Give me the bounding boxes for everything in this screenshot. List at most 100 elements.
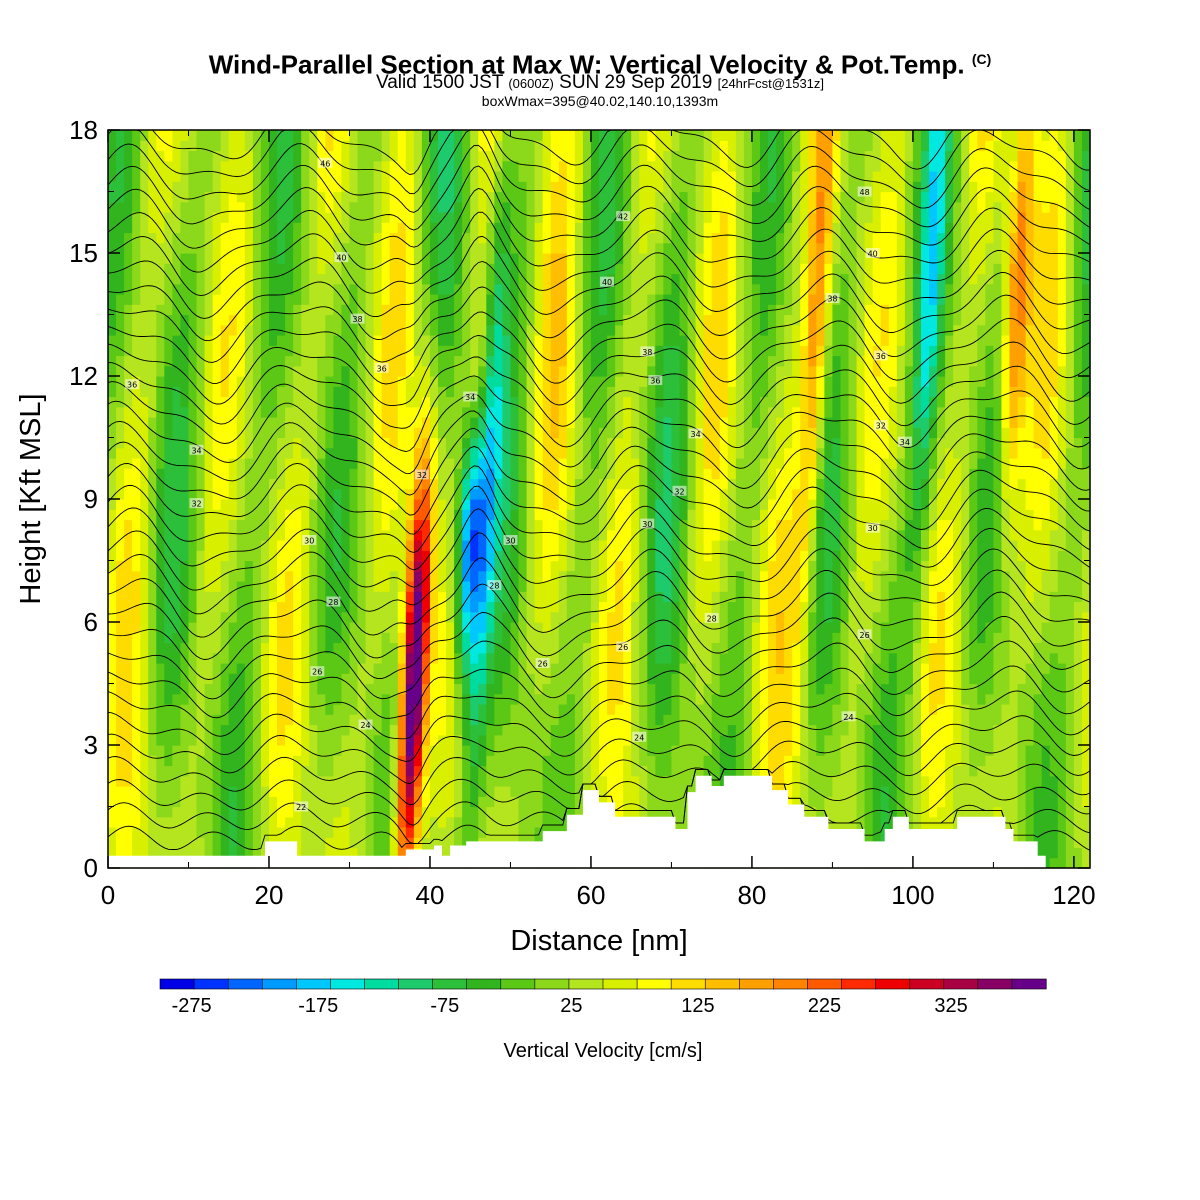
velocity-cell xyxy=(494,611,504,623)
velocity-cell xyxy=(647,232,656,244)
velocity-cell xyxy=(116,181,125,193)
velocity-cell xyxy=(599,447,608,459)
velocity-cell xyxy=(244,724,254,736)
velocity-cell xyxy=(421,519,431,531)
velocity-cell xyxy=(148,478,157,490)
velocity-cell xyxy=(510,365,520,377)
velocity-cell xyxy=(446,171,455,182)
velocity-cell xyxy=(639,171,648,182)
velocity-cell xyxy=(486,150,495,162)
velocity-cell xyxy=(438,447,447,459)
velocity-cell xyxy=(421,201,431,213)
velocity-cell xyxy=(325,417,334,428)
velocity-cell xyxy=(502,458,512,469)
velocity-cell xyxy=(293,529,302,541)
velocity-cell xyxy=(268,745,278,756)
velocity-cell xyxy=(293,591,302,603)
velocity-cell xyxy=(341,611,351,623)
velocity-cell xyxy=(558,560,568,572)
velocity-cell xyxy=(341,652,351,664)
velocity-cell xyxy=(260,294,270,305)
velocity-cell xyxy=(438,714,447,726)
velocity-cell xyxy=(285,201,294,213)
velocity-cell xyxy=(333,632,343,644)
velocity-cell xyxy=(421,827,431,838)
velocity-cell xyxy=(180,745,190,756)
velocity-cell xyxy=(373,724,383,736)
velocity-cell xyxy=(132,201,141,213)
velocity-cell xyxy=(236,253,246,264)
velocity-cell xyxy=(365,827,375,838)
velocity-cell xyxy=(204,683,214,695)
velocity-cell xyxy=(421,663,431,674)
velocity-cell xyxy=(558,406,568,418)
velocity-cell xyxy=(204,283,214,295)
velocity-cell xyxy=(446,283,455,295)
velocity-cell xyxy=(454,171,463,182)
velocity-cell xyxy=(405,396,415,408)
velocity-cell xyxy=(349,693,359,705)
velocity-cell xyxy=(268,642,278,654)
velocity-cell xyxy=(599,191,608,203)
velocity-cell xyxy=(293,130,302,141)
velocity-cell xyxy=(309,345,318,357)
velocity-cell xyxy=(349,806,359,818)
velocity-cell xyxy=(502,704,512,715)
velocity-cell xyxy=(421,529,431,541)
velocity-cell xyxy=(429,273,439,285)
velocity-cell xyxy=(317,242,326,254)
velocity-cell xyxy=(381,499,391,510)
velocity-cell xyxy=(470,355,479,367)
velocity-cell xyxy=(285,294,294,305)
velocity-cell xyxy=(333,827,343,838)
velocity-cell xyxy=(389,294,399,305)
velocity-cell xyxy=(124,693,133,705)
velocity-cell xyxy=(180,622,190,633)
velocity-cell xyxy=(156,345,165,357)
velocity-cell xyxy=(293,806,302,818)
velocity-cell xyxy=(196,693,206,705)
velocity-cell xyxy=(252,242,262,254)
velocity-cell xyxy=(341,242,351,254)
velocity-cell xyxy=(132,755,141,767)
velocity-cell xyxy=(478,458,487,469)
velocity-cell xyxy=(647,642,656,654)
velocity-cell xyxy=(325,273,334,285)
velocity-cell xyxy=(132,386,141,398)
velocity-cell xyxy=(317,745,326,756)
velocity-cell xyxy=(228,540,238,551)
velocity-cell xyxy=(663,786,673,797)
velocity-cell xyxy=(405,775,415,787)
velocity-cell xyxy=(389,488,399,500)
velocity-cell xyxy=(156,478,165,490)
velocity-cell xyxy=(397,212,407,223)
velocity-cell xyxy=(486,488,495,500)
velocity-cell xyxy=(405,796,415,808)
velocity-cell xyxy=(655,519,664,531)
velocity-cell xyxy=(140,406,149,418)
velocity-cell xyxy=(550,304,560,316)
velocity-cell xyxy=(446,201,455,213)
velocity-cell xyxy=(172,755,182,767)
velocity-cell xyxy=(502,724,512,736)
velocity-cell xyxy=(180,714,190,726)
velocity-cell xyxy=(462,529,471,541)
velocity-cell xyxy=(534,417,544,428)
velocity-cell xyxy=(623,478,632,490)
velocity-cell xyxy=(325,294,334,305)
velocity-cell xyxy=(252,140,262,152)
velocity-cell xyxy=(228,591,238,603)
velocity-cell xyxy=(478,181,487,193)
velocity-cell xyxy=(260,560,270,572)
velocity-cell xyxy=(333,806,343,818)
velocity-cell xyxy=(220,499,230,510)
velocity-cell xyxy=(277,417,286,428)
velocity-cell xyxy=(309,714,318,726)
velocity-cell xyxy=(164,171,173,182)
velocity-cell xyxy=(421,140,431,152)
velocity-cell xyxy=(582,560,592,572)
velocity-cell xyxy=(558,427,568,439)
velocity-cell xyxy=(293,519,302,531)
velocity-cell xyxy=(188,796,198,808)
velocity-cell xyxy=(349,458,359,469)
